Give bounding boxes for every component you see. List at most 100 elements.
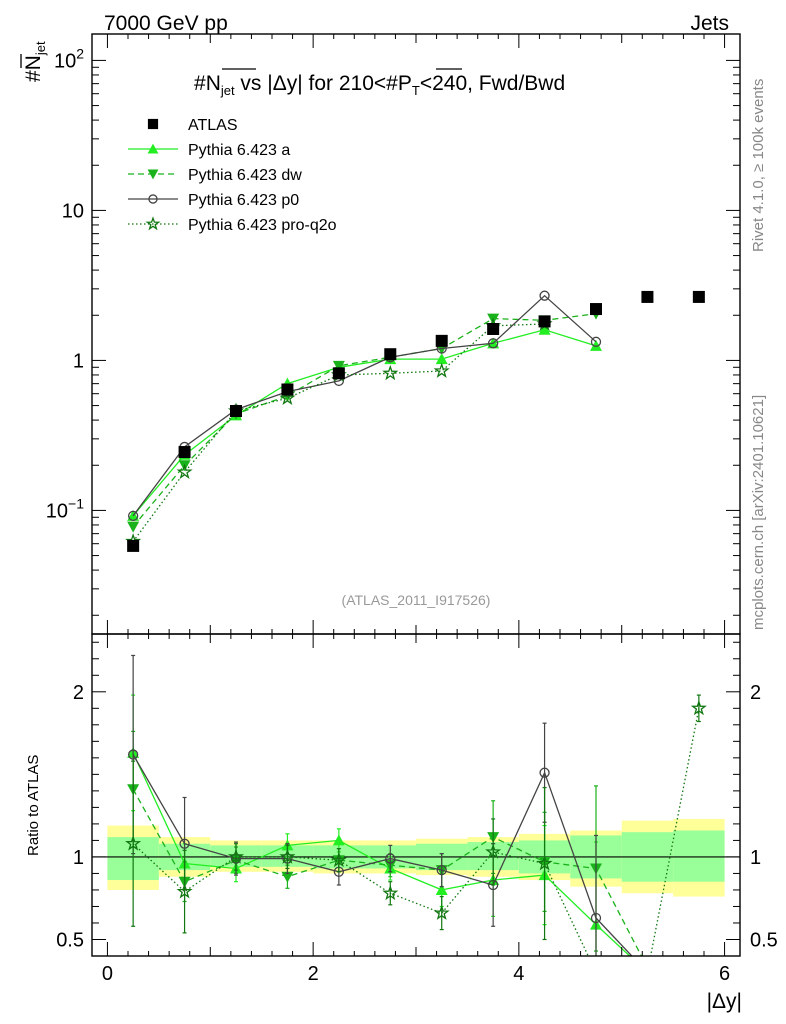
legend: ATLAS Pythia 6.423 a Pythia 6.423 dw Pythia… — [128, 117, 337, 234]
ratio-point-dw-3 — [281, 871, 294, 883]
title-n: N — [206, 72, 221, 95]
legend-marker-dw — [147, 169, 159, 180]
title-p: P — [398, 72, 412, 95]
title-jet: jet — [220, 83, 235, 98]
x-tick-label-3: 6 — [719, 963, 730, 985]
main-point-atlas-4 — [332, 367, 345, 380]
x-axis-label: |Δy| — [707, 990, 742, 1013]
ratio-point-q2o-2 — [227, 848, 245, 864]
main-line-a — [132, 329, 597, 517]
legend-label-atlas: ATLAS — [188, 117, 238, 134]
ratio-point-q2o-8 — [536, 855, 553, 871]
main-point-atlas-5 — [384, 348, 397, 361]
main-point-q2o-5 — [382, 364, 399, 381]
ratio-y-tick-label-right-2: 2 — [750, 682, 761, 704]
legend-label-p0: Pythia 6.423 p0 — [188, 192, 299, 209]
main-point-atlas-11 — [692, 290, 705, 303]
ratio-point-p0-5 — [385, 853, 396, 864]
svg-text:#Njet: #Njet — [22, 41, 48, 82]
legend-item-atlas: ATLAS — [147, 117, 238, 134]
main-point-a-8 — [538, 323, 551, 335]
main-line-q2o — [132, 323, 545, 542]
axes: 0 2 4 6 10−1 1 10 102 0.5 0.5 1 1 2 2 — [46, 33, 778, 985]
ratio-point-p0-1 — [179, 838, 190, 849]
ratio-series-q2o — [125, 694, 707, 956]
ratio-point-a-4 — [332, 834, 345, 846]
title-end: <240, Fwd/Bwd — [420, 72, 565, 95]
main-point-atlas-2 — [230, 405, 242, 417]
ratio-line-q2o — [132, 708, 700, 956]
analysis-tag: (ATLAS_2011_I917526) — [342, 592, 491, 608]
main-y-tick-label-2: 10 — [62, 200, 84, 222]
ratio-point-q2o-1 — [176, 883, 193, 899]
title-t: T — [412, 83, 420, 98]
ratio-point-p0-0 — [127, 749, 139, 760]
main-point-p0-8 — [539, 290, 550, 301]
x-tick-label-2: 4 — [513, 963, 524, 985]
main-ylabel-n: N — [22, 55, 45, 70]
legend-marker-atlas — [147, 118, 159, 130]
ratio-y-tick-label-right-0: 0.5 — [750, 929, 778, 951]
ratio-frame — [91, 633, 741, 957]
main-line-p0 — [132, 294, 597, 517]
x-tick-label-1: 2 — [308, 963, 319, 985]
chart-title: #Njet vs |Δy| for 210<#PT<240, Fwd/Bwd — [194, 68, 565, 98]
main-ylabel-hash: # — [22, 70, 45, 82]
legend-marker-a — [147, 143, 159, 154]
ratio-y-tick-label-1: 1 — [73, 847, 84, 869]
ratio-point-q2o-5 — [382, 884, 399, 901]
legend-label-a: Pythia 6.423 a — [188, 142, 290, 159]
ratio-y-tick-label-2: 2 — [73, 682, 84, 704]
title-hash: # — [194, 72, 206, 95]
main-point-atlas-10 — [641, 290, 654, 303]
header-left: 7000 GeV pp — [104, 12, 228, 35]
legend-label-q2o: Pythia 6.423 pro-q2o — [188, 217, 337, 234]
legend-label-dw: Pythia 6.423 dw — [188, 167, 302, 184]
ratio-ylabel: Ratio to ATLAS — [25, 755, 42, 856]
title-mid: vs |Δy| for 210<# — [235, 72, 399, 95]
main-point-q2o-6 — [433, 362, 450, 378]
ratio-point-p0-8 — [539, 767, 550, 778]
ratio-point-p0-9 — [590, 912, 602, 924]
main-point-p0-0 — [127, 510, 139, 521]
legend-item-a: Pythia 6.423 a — [128, 142, 290, 159]
legend-item-p0: Pythia 6.423 p0 — [128, 192, 299, 209]
ratio-point-q2o-11 — [690, 699, 707, 716]
ratio-series-p0 — [127, 654, 633, 956]
main-y-tick-label-3: 102 — [54, 45, 84, 72]
ratio-point-q2o-7 — [485, 843, 502, 859]
ratio-point-q2o-0 — [125, 835, 142, 851]
main-series-q2o — [125, 315, 553, 549]
legend-item-dw: Pythia 6.423 dw — [128, 167, 302, 184]
ratio-point-q2o-3 — [279, 848, 296, 864]
main-line-dw — [132, 313, 597, 528]
ratio-point-q2o-6 — [433, 904, 450, 920]
main-point-atlas-0 — [127, 539, 140, 552]
legend-marker-p0 — [148, 194, 158, 204]
ratio-point-a-6 — [435, 883, 448, 895]
header-right: Jets — [690, 12, 729, 35]
main-ylabel-sub: jet — [33, 41, 48, 56]
main-point-a-9 — [590, 339, 602, 351]
band-inner-11 — [673, 830, 725, 882]
main-point-atlas-3 — [281, 383, 294, 396]
svg-text:#Njet vs |Δy| for 210<#PT<240,: #Njet vs |Δy| for 210<#PT<240, Fwd/Bwd — [194, 72, 565, 98]
main-ylabel: #Njet — [20, 41, 48, 82]
main-point-atlas-1 — [178, 446, 191, 459]
ratio-point-p0-6 — [436, 864, 447, 876]
ratio-point-q2o-4 — [330, 851, 347, 868]
ratio-y-tick-label-0: 0.5 — [56, 929, 84, 951]
legend-item-q2o: Pythia 6.423 pro-q2o — [128, 216, 337, 234]
main-point-atlas-8 — [538, 315, 551, 328]
side-label-rivet: Rivet 4.1.0, ≥ 100k events — [750, 79, 767, 252]
main-point-atlas-6 — [435, 334, 448, 347]
legend-marker-q2o — [145, 216, 161, 231]
ratio-panel — [92, 654, 740, 956]
main-series-atlas — [127, 290, 705, 552]
main-point-atlas-9 — [590, 303, 602, 316]
main-point-q2o-3 — [279, 389, 296, 406]
main-series-a — [127, 323, 602, 521]
main-point-dw-0 — [127, 521, 140, 533]
main-y-tick-label-1: 1 — [73, 350, 84, 372]
